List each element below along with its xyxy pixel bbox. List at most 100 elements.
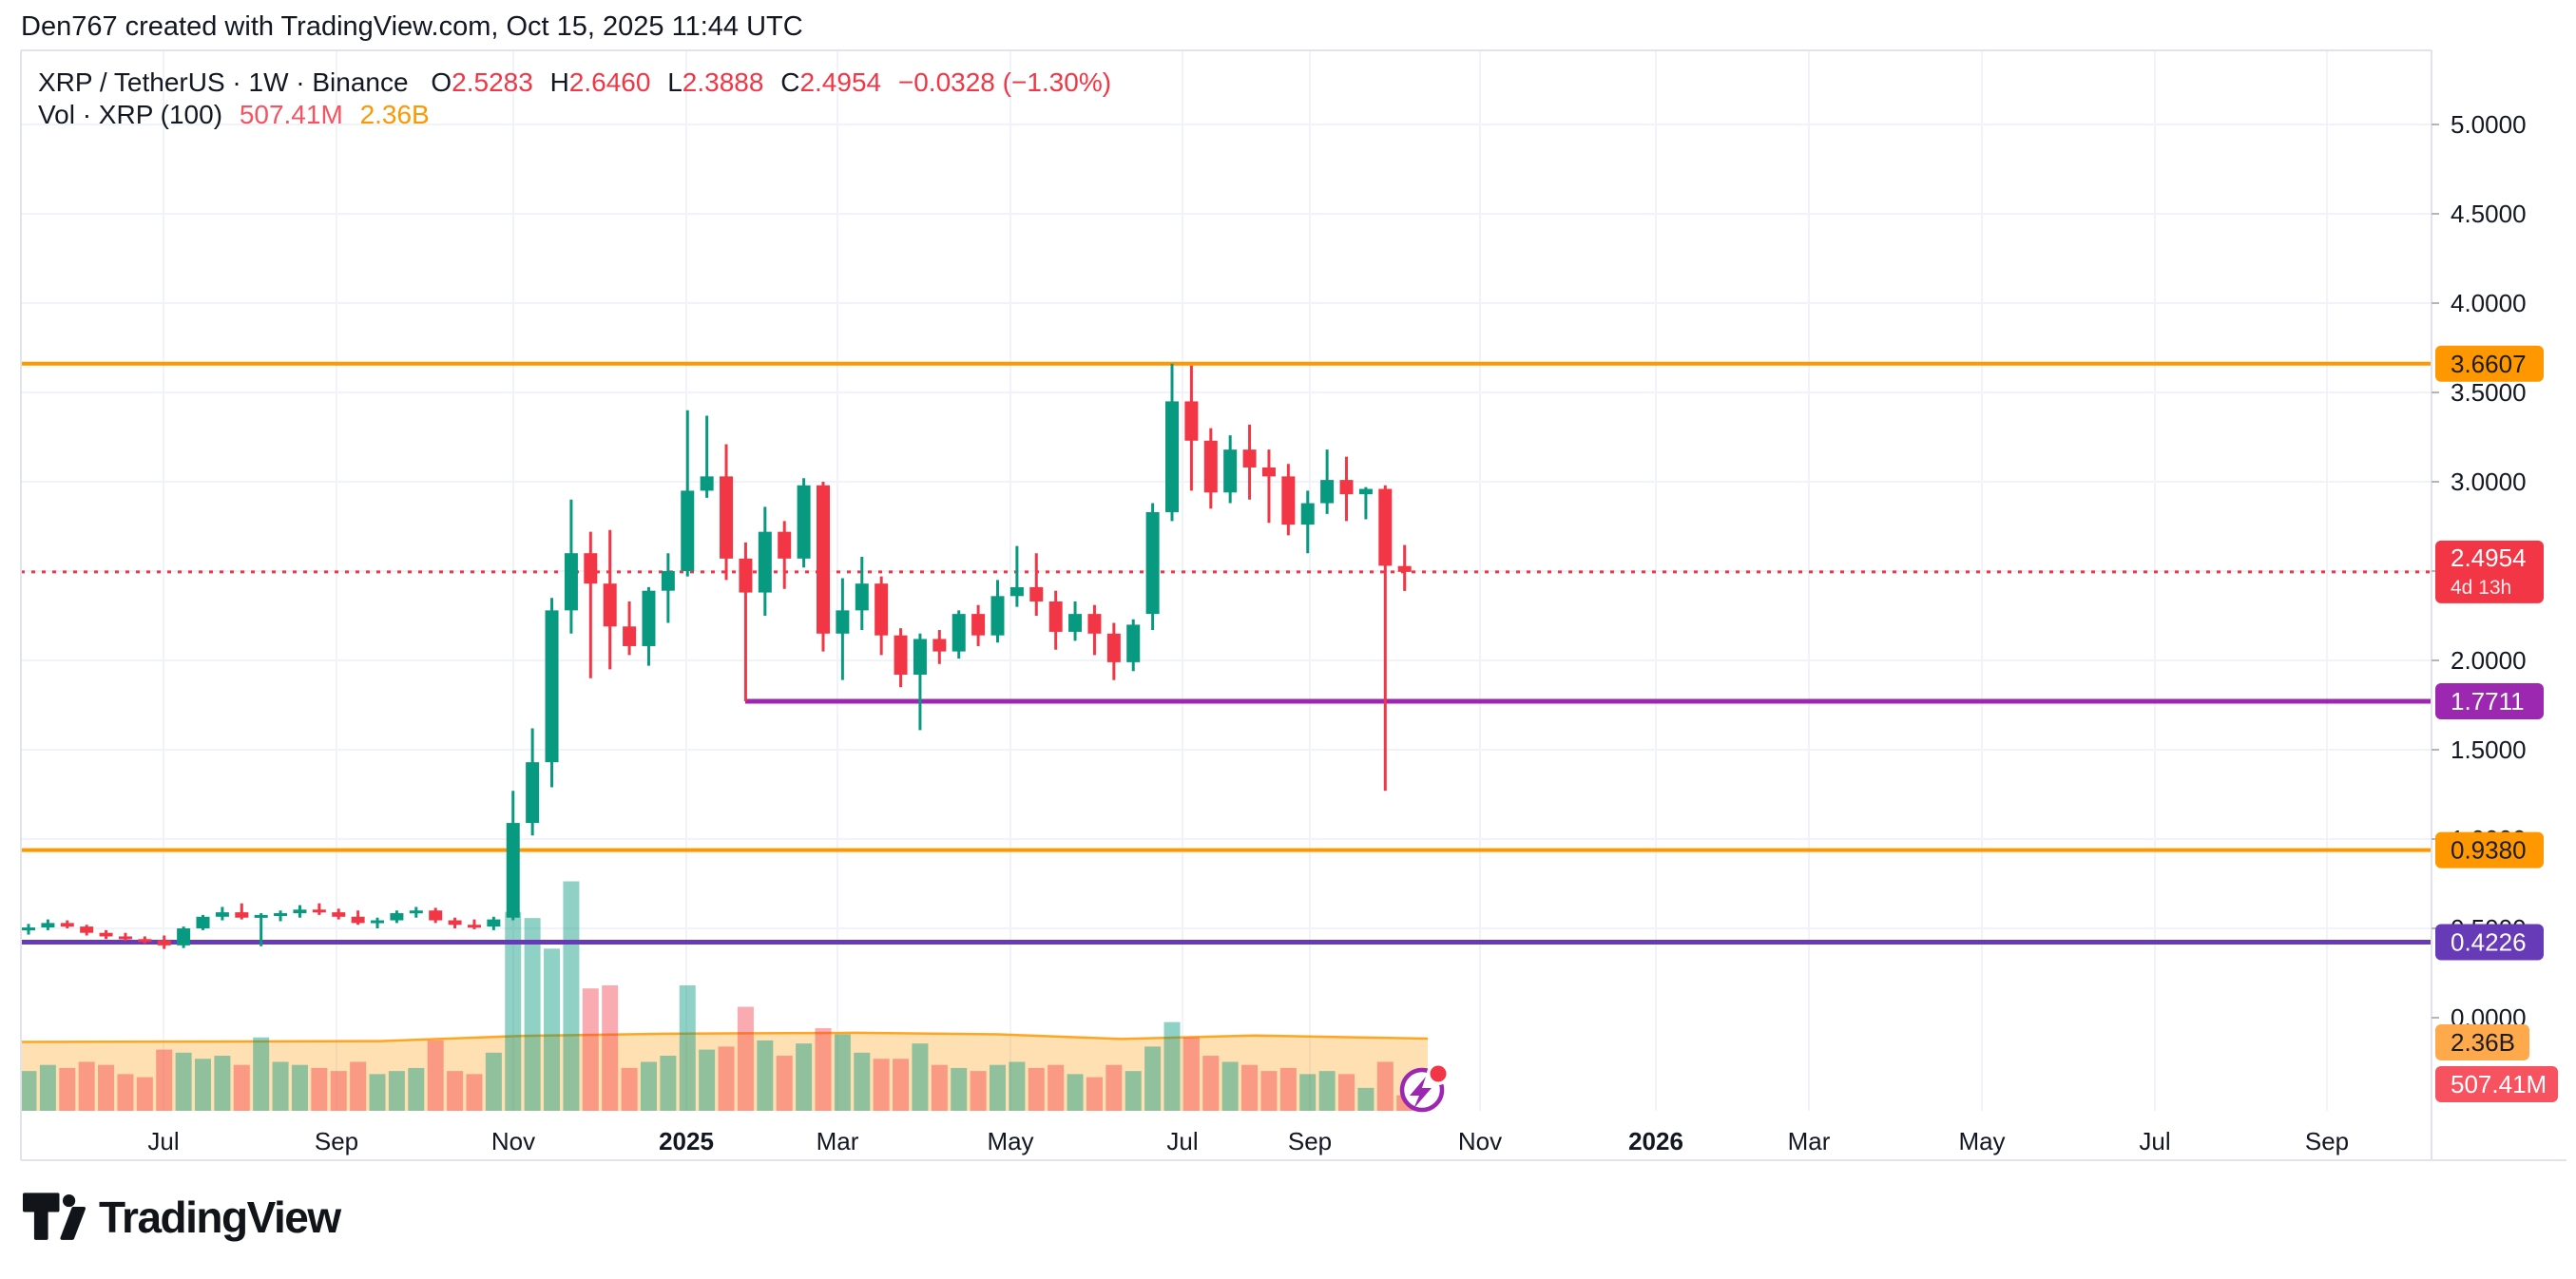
candle[interactable] [584,531,598,678]
candle[interactable] [429,907,443,924]
volume-bar[interactable] [20,1071,37,1111]
volume-bar[interactable] [1009,1061,1026,1111]
candle[interactable] [1261,449,1276,524]
volume-bar[interactable] [427,1040,444,1111]
candle[interactable] [99,929,113,940]
volume-bar[interactable] [699,1049,716,1111]
volume-bar[interactable] [1338,1074,1355,1111]
volume-bar[interactable] [78,1061,95,1111]
candle[interactable] [1126,619,1141,672]
volume-bar[interactable] [776,1056,793,1111]
volume-bar[interactable] [59,1067,76,1111]
volume-bar[interactable] [1279,1067,1297,1111]
candle[interactable] [913,633,927,731]
volume-bar[interactable] [1163,1021,1181,1111]
volume-bar[interactable] [679,984,696,1111]
volume-bar[interactable] [1221,1061,1239,1111]
volume-bar[interactable] [621,1067,638,1111]
candle[interactable] [215,907,229,921]
volume-bar[interactable] [1318,1071,1336,1111]
volume-bar[interactable] [718,1046,735,1111]
candle[interactable] [526,728,540,836]
candles[interactable] [22,363,1412,949]
candle[interactable] [409,907,423,918]
candle[interactable] [1087,604,1102,656]
volume-bar[interactable] [524,918,541,1111]
candle[interactable] [138,936,152,944]
time-scale[interactable]: Jul Sep Nov 2025 Mar May Jul Sep Nov 2026 Mar May Ju… [147,1127,2349,1155]
volume-bar[interactable] [466,1074,483,1111]
volume-bar[interactable] [1260,1071,1278,1111]
volume-bar[interactable] [854,1052,871,1111]
volume-bar[interactable] [582,988,599,1111]
candle[interactable] [1358,487,1373,520]
candle[interactable] [623,601,637,656]
volume-bar[interactable] [136,1077,153,1111]
volume-bar[interactable] [369,1074,386,1111]
candle[interactable] [564,499,578,634]
candle[interactable] [448,917,462,928]
candle[interactable] [351,910,365,926]
volume-bar[interactable] [1144,1046,1162,1111]
volume-bar[interactable] [175,1052,192,1111]
volume-bar[interactable] [505,911,522,1111]
candle[interactable] [60,920,74,928]
volume-bar[interactable] [737,1006,754,1111]
volume-bar[interactable] [544,948,561,1111]
candle[interactable] [778,521,792,589]
candle[interactable] [932,630,947,664]
candle[interactable] [836,578,850,680]
volume-bar[interactable] [39,1064,56,1111]
volume-bar[interactable] [1202,1056,1220,1111]
candle[interactable] [894,628,908,688]
volume-bar[interactable] [1182,1037,1200,1111]
candle[interactable] [312,903,326,915]
volume-bar[interactable] [951,1067,968,1111]
candle[interactable] [1184,365,1199,491]
candle[interactable] [467,919,481,929]
volume-bar[interactable] [253,1037,270,1111]
candle[interactable] [1106,622,1121,680]
volume-bar[interactable] [447,1071,464,1111]
volume-bar[interactable] [233,1064,250,1111]
volume-bar[interactable] [912,1043,929,1111]
candle[interactable] [875,576,889,656]
candle[interactable] [1300,490,1315,554]
candle[interactable] [390,910,404,924]
volume-bar[interactable] [195,1059,212,1111]
candle[interactable] [1203,428,1218,509]
tradingview-flash-icon[interactable] [1395,1062,1451,1117]
volume-bar[interactable] [156,1049,173,1111]
tradingview-logo[interactable]: TradingView [23,1192,341,1243]
candle[interactable] [855,556,869,631]
volume-bar[interactable] [602,984,619,1111]
candle[interactable] [371,917,385,928]
candle[interactable] [1397,544,1412,591]
volume-bar[interactable] [757,1040,774,1111]
volume-bar[interactable] [815,1028,832,1111]
candle[interactable] [1378,485,1393,792]
candle[interactable] [506,791,520,921]
volume-bar[interactable] [1067,1074,1084,1111]
candle[interactable] [118,932,132,942]
volume-bar[interactable] [1241,1064,1259,1111]
candle[interactable] [545,598,559,788]
volume-bar[interactable] [796,1043,813,1111]
candle[interactable] [487,916,501,930]
candle[interactable] [1281,464,1296,536]
candle[interactable] [661,553,675,623]
volume-pane[interactable] [20,881,1413,1112]
volume-bar[interactable] [873,1059,890,1111]
candle[interactable] [332,908,346,920]
volume-bar[interactable] [834,1034,851,1112]
candle[interactable] [1145,503,1160,631]
candle[interactable] [1029,553,1044,616]
candle[interactable] [1165,363,1180,522]
volume-bar[interactable] [291,1064,308,1111]
volume-bar[interactable] [931,1064,948,1111]
candle[interactable] [157,935,171,949]
volume-bar[interactable] [563,881,580,1112]
candle[interactable] [971,604,986,646]
candle[interactable] [1009,545,1024,607]
